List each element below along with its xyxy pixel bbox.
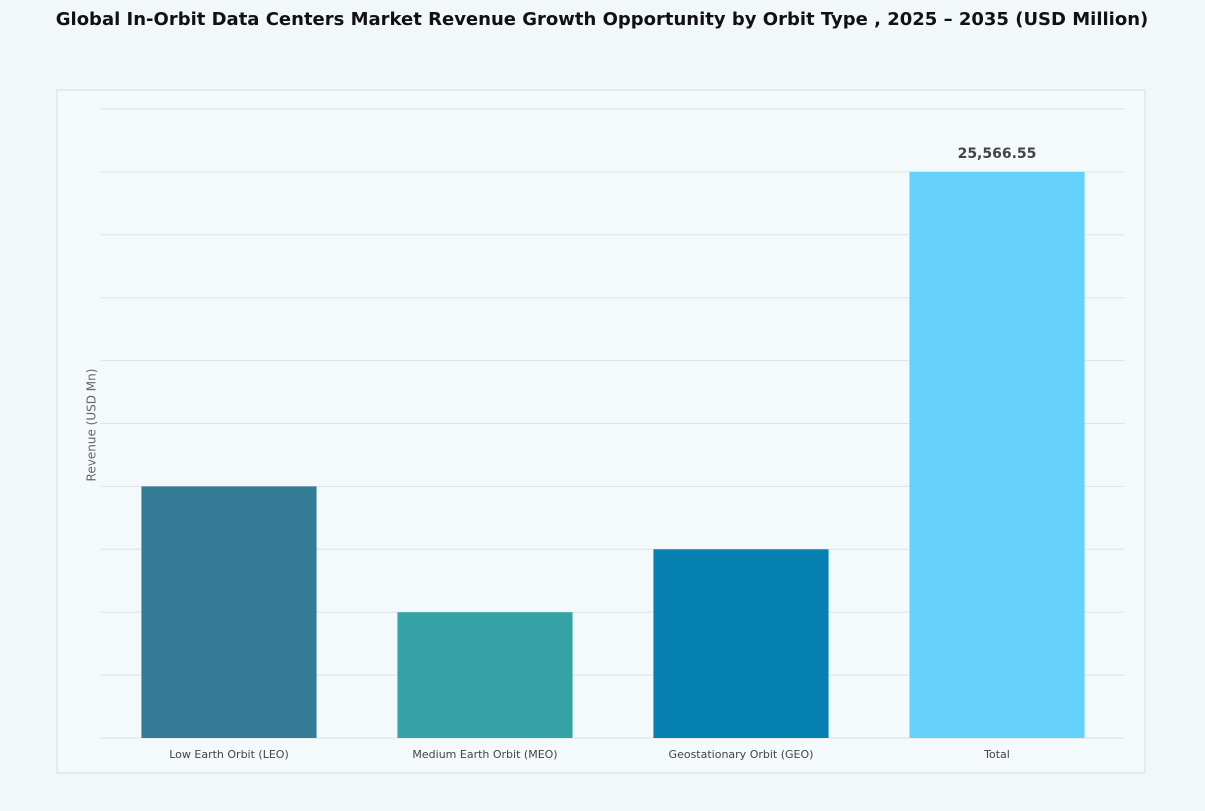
- x-tick-label: Total: [983, 748, 1010, 761]
- x-tick-label: Medium Earth Orbit (MEO): [412, 748, 557, 761]
- data-label: 25,566.55: [958, 146, 1037, 162]
- chart-title: Global In-Orbit Data Centers Market Reve…: [56, 9, 1148, 30]
- bar: [397, 612, 573, 738]
- x-tick-label: Low Earth Orbit (LEO): [169, 748, 289, 761]
- x-tick-label: Geostationary Orbit (GEO): [669, 748, 814, 761]
- bar: [909, 171, 1085, 739]
- bar: [653, 549, 829, 738]
- bar: [141, 486, 317, 738]
- y-axis-label: Revenue (USD Mn): [85, 369, 99, 482]
